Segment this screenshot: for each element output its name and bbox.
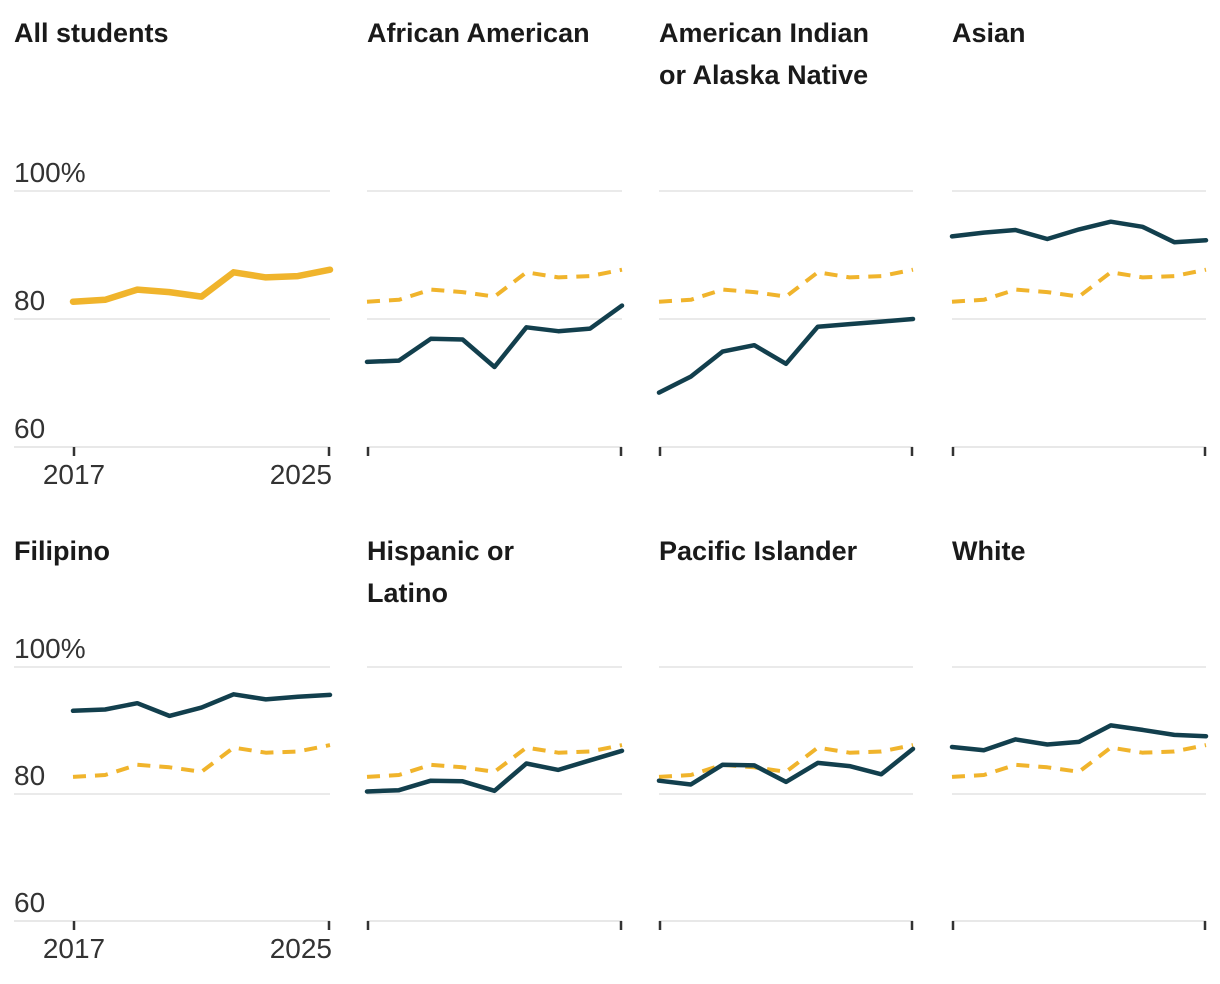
all-students-reference-line-african-american xyxy=(366,267,623,304)
y-axis-label-100-all-students: 100% xyxy=(14,157,86,188)
series-line-hispanic-or-latino xyxy=(364,748,625,794)
series-line-american-indian-or-alaska-native xyxy=(656,316,916,395)
x-axis-label-end-filipino: 2025 xyxy=(270,933,332,964)
y-axis-label-100-filipino: 100% xyxy=(14,633,86,664)
y-axis-label-80-all-students: 80 xyxy=(14,285,45,316)
x-axis-label-start-all-students: 2017 xyxy=(43,459,105,490)
series-line-pacific-islander xyxy=(656,746,916,787)
all-students-reference-line-filipino xyxy=(72,743,331,779)
panel-title-all-students: All students xyxy=(14,18,169,48)
series-line-african-american xyxy=(364,303,625,370)
panel-title-african-american: African American xyxy=(367,18,590,48)
series-line-filipino xyxy=(70,692,333,719)
all-students-reference-line-white xyxy=(951,743,1207,779)
x-axis-label-start-filipino: 2017 xyxy=(43,933,105,964)
panel-title-white: White xyxy=(952,536,1026,566)
all-students-reference-line-pacific-islander xyxy=(658,743,914,779)
panel-title-american-indian-or-alaska-native: American Indian or Alaska Native xyxy=(659,18,870,90)
y-axis-label-80-filipino: 80 xyxy=(14,760,45,791)
x-axis-label-end-all-students: 2025 xyxy=(270,459,332,490)
all-students-reference-line-asian xyxy=(951,267,1207,304)
series-line-asian xyxy=(949,219,1209,245)
y-axis-label-60-filipino: 60 xyxy=(14,887,45,918)
series-line-all-students xyxy=(69,266,334,305)
all-students-reference-line-american-indian-or-alaska-native xyxy=(658,267,914,304)
panel-title-pacific-islander: Pacific Islander xyxy=(659,536,858,566)
panel-title-filipino: Filipino xyxy=(14,536,110,566)
panel-title-asian: Asian xyxy=(952,18,1026,48)
y-axis-label-60-all-students: 60 xyxy=(14,413,45,444)
panel-title-hispanic-or-latino: Hispanic or Latino xyxy=(367,536,515,608)
series-line-white xyxy=(949,723,1209,753)
all-students-reference-line-hispanic-or-latino xyxy=(366,743,623,779)
